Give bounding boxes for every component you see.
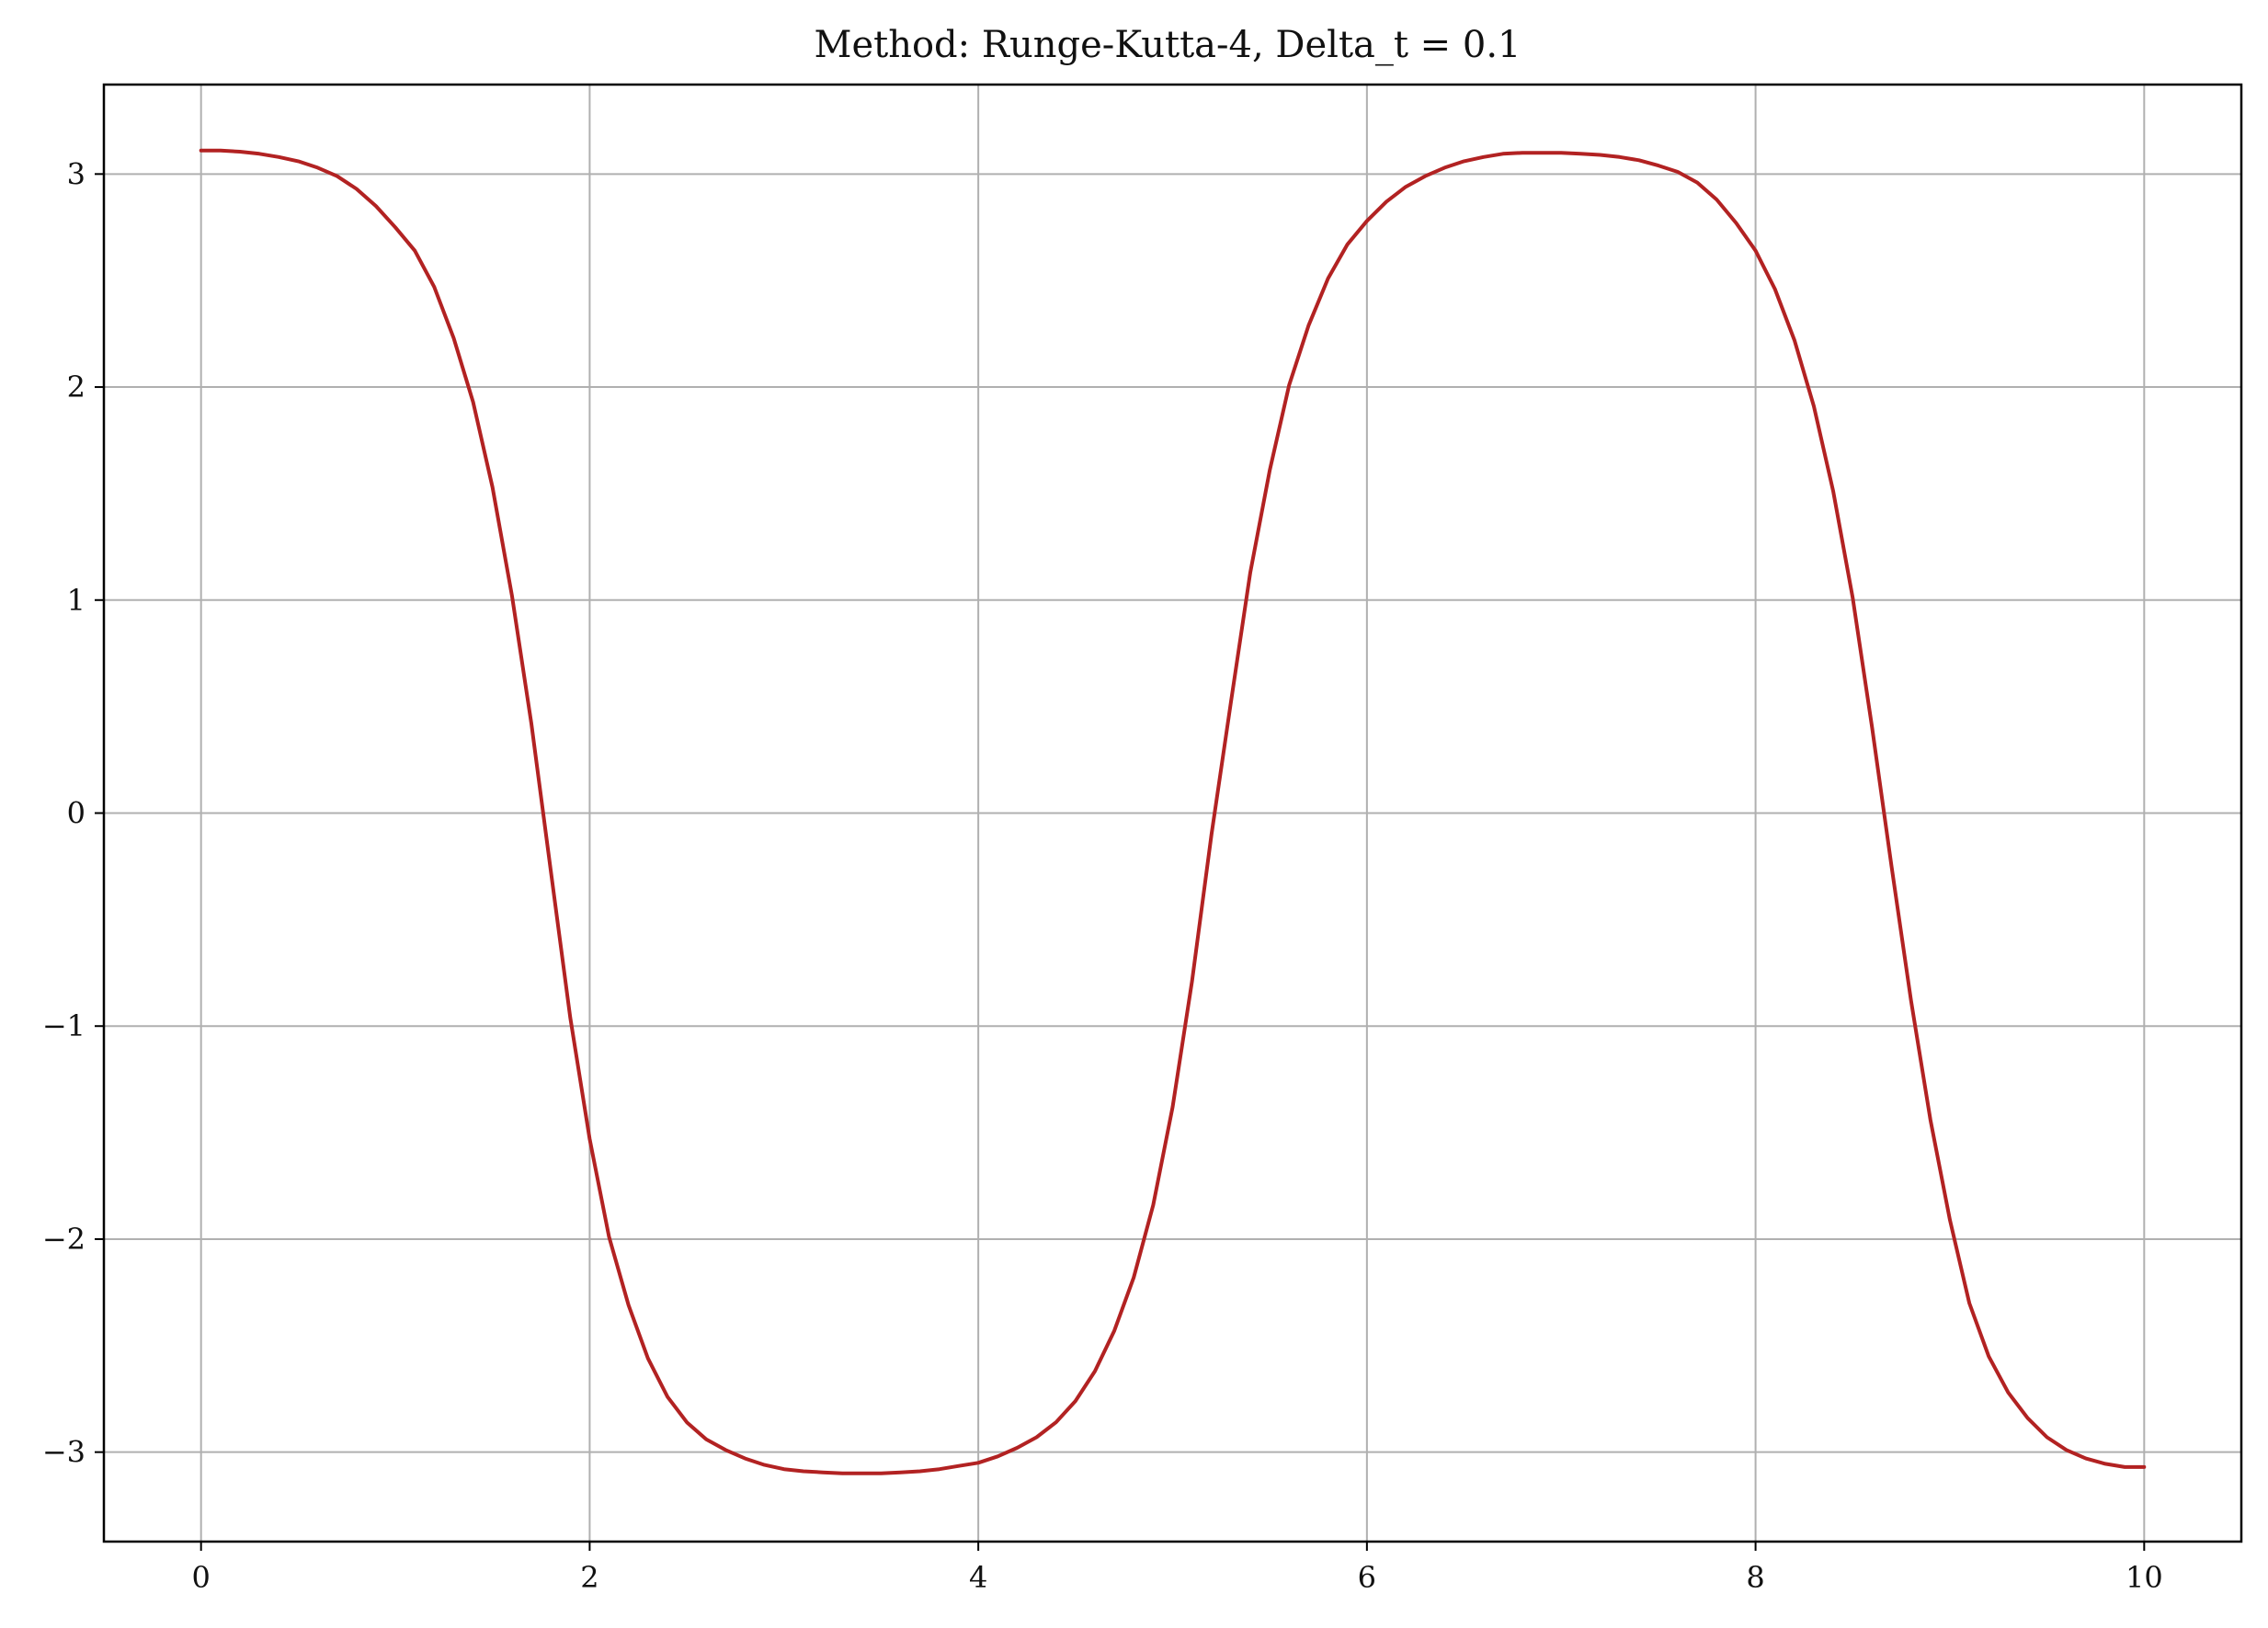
data-series [199, 148, 2147, 1475]
y-tick-label: −3 [42, 1435, 85, 1470]
y-tick-label: 1 [67, 583, 85, 618]
y-tick-label: 2 [67, 370, 85, 404]
x-tick-label: 2 [580, 1560, 598, 1595]
x-tick-label: 6 [1358, 1560, 1376, 1595]
x-tick-label: 0 [192, 1560, 211, 1595]
grid-lines [104, 85, 2241, 1542]
y-tick-label: −2 [42, 1222, 85, 1257]
chart-title: Method: Runge-Kutta-4, Delta_t = 0.1 [814, 24, 1521, 66]
series-line [199, 148, 2147, 1475]
x-tick-label: 8 [1746, 1560, 1764, 1595]
x-tick-label: 4 [969, 1560, 987, 1595]
y-tick-label: 0 [67, 796, 85, 831]
y-tick-label: −1 [42, 1008, 85, 1043]
x-tick-label: 10 [2126, 1560, 2163, 1595]
y-tick-label: 3 [67, 156, 85, 191]
